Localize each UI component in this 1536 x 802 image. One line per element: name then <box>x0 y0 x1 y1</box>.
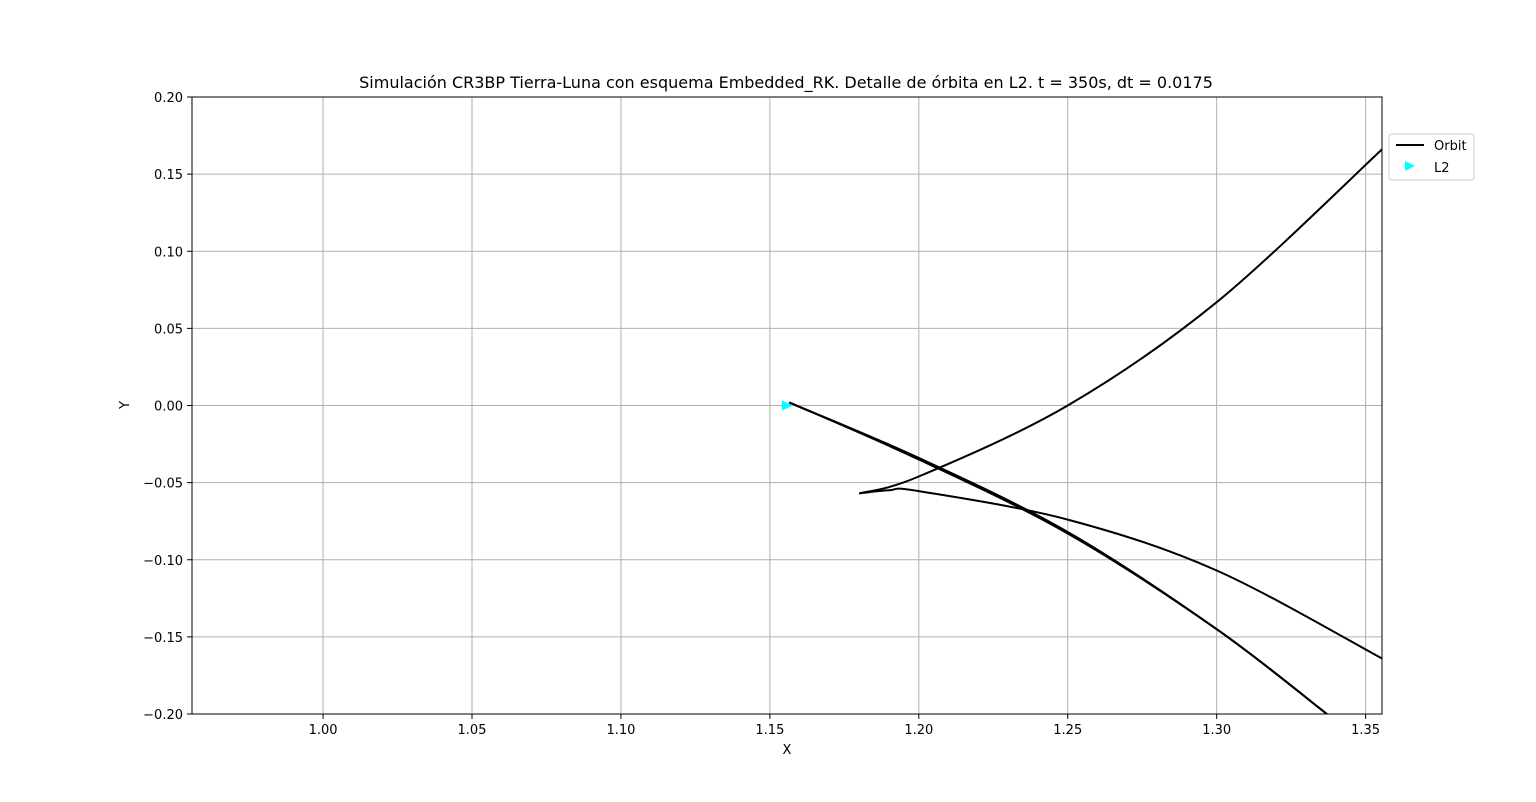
l2-marker <box>781 400 793 411</box>
y-tick-label: 0.15 <box>154 168 183 183</box>
y-tick-label: −0.05 <box>143 477 183 492</box>
x-tick-label: 1.05 <box>458 723 487 738</box>
y-tick-label: −0.20 <box>143 708 183 723</box>
legend: Orbit L2 <box>1388 133 1475 181</box>
y-tick-label: −0.15 <box>143 631 183 646</box>
orbit-line-segment-3 <box>858 148 1382 495</box>
x-tick-label: 1.30 <box>1202 723 1231 738</box>
legend-orbit-label: Orbit <box>1434 139 1467 154</box>
orbit-line-segment-4 <box>859 487 1382 660</box>
x-tick-label: 1.10 <box>606 723 635 738</box>
orbit-line-segment-2 <box>788 401 1328 714</box>
x-tick-label: 1.35 <box>1351 723 1380 738</box>
x-tick-label: 1.15 <box>755 723 784 738</box>
y-tick-label: −0.10 <box>143 554 183 569</box>
x-axis-label: X <box>783 743 792 758</box>
orbit-line-segment-1 <box>788 401 1328 714</box>
x-tick-label: 1.20 <box>904 723 933 738</box>
chart-title: Simulación CR3BP Tierra-Luna con esquema… <box>359 73 1213 93</box>
y-tick-label: 0.20 <box>154 91 183 106</box>
y-tick-label: 0.10 <box>154 245 183 260</box>
plot-series <box>781 148 1382 714</box>
y-tick-label: 0.00 <box>154 400 183 415</box>
legend-l2-label: L2 <box>1434 161 1450 176</box>
legend-l2-marker <box>1405 161 1415 171</box>
x-tick-label: 1.00 <box>309 723 338 738</box>
y-tick-label: 0.05 <box>154 322 183 337</box>
x-axis-ticks: 1.00 1.05 1.10 1.15 1.20 1.25 1.30 1.35 <box>309 714 1380 738</box>
x-tick-label: 1.25 <box>1053 723 1082 738</box>
y-axis-ticks: −0.20 −0.15 −0.10 −0.05 0.00 0.05 0.10 0.15 0.20 <box>143 91 192 723</box>
y-axis-label: Y <box>118 401 133 410</box>
